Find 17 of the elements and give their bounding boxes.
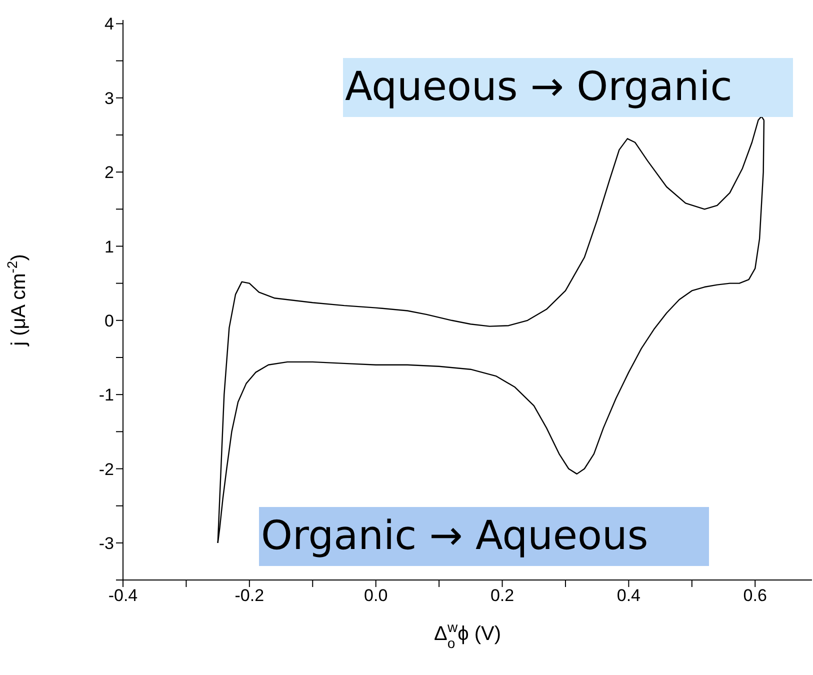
x-tick-label: 0.0	[364, 586, 388, 606]
y-tick-label: 4	[104, 14, 114, 34]
y-tick-label: 0	[104, 311, 114, 330]
x-tick-label: 0.2	[490, 586, 514, 606]
x-tick-label: 0.6	[743, 586, 767, 606]
annotation: Organic → Aqueous	[259, 507, 709, 566]
y-tick-label: 2	[104, 163, 114, 182]
x-tick-label: 0.4	[616, 586, 641, 606]
x-tick-label: -0.4	[108, 586, 138, 606]
y-tick-label: -2	[98, 460, 114, 479]
annotation: Aqueous → Organic	[343, 58, 793, 117]
y-tick-label: -3	[98, 534, 114, 553]
x-axis-title: Δ$_{o}$$^{w}$ϕ (V)	[434, 619, 501, 651]
x-tick-label: -0.2	[234, 586, 264, 606]
y-tick-label: -1	[98, 386, 114, 405]
y-tick-label: 1	[104, 237, 114, 256]
y-tick-label: 3	[104, 88, 114, 108]
